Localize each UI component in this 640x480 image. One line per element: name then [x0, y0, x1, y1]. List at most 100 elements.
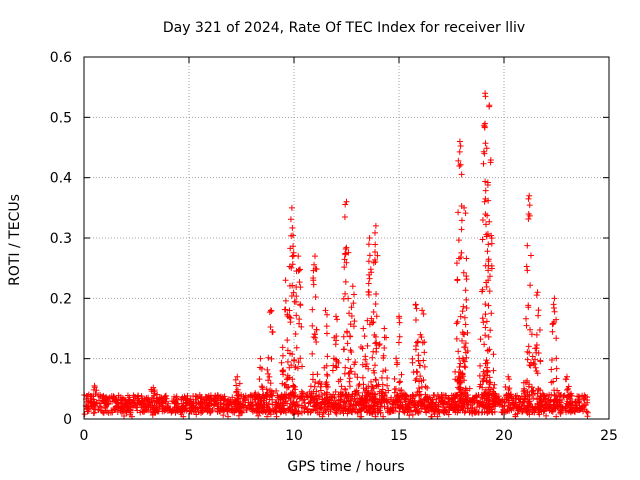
- data-point: [312, 402, 319, 409]
- data-point: [440, 400, 447, 407]
- data-point: [436, 409, 443, 416]
- data-point: [455, 369, 462, 376]
- data-point: [553, 365, 560, 372]
- data-point: [366, 404, 373, 411]
- data-point: [418, 384, 425, 391]
- data-point: [528, 331, 535, 338]
- data-point: [447, 404, 454, 411]
- data-point: [377, 409, 384, 416]
- data-point: [313, 266, 320, 273]
- data-point: [154, 391, 161, 398]
- data-point: [81, 411, 88, 418]
- data-point: [486, 374, 493, 381]
- data-point: [523, 263, 530, 270]
- data-point: [485, 256, 492, 263]
- data-point: [365, 291, 372, 298]
- data-point: [256, 376, 263, 383]
- data-point: [481, 150, 488, 157]
- data-point: [306, 399, 313, 406]
- data-point: [286, 314, 293, 321]
- data-point: [472, 393, 479, 400]
- data-point: [505, 390, 512, 397]
- peak-point: [534, 289, 541, 296]
- data-point: [445, 398, 452, 405]
- data-point: [463, 255, 470, 262]
- data-point: [531, 361, 538, 368]
- data-point: [427, 403, 434, 410]
- data-point: [372, 340, 379, 347]
- data-point: [459, 370, 466, 377]
- data-point: [222, 398, 229, 405]
- data-point: [576, 393, 583, 400]
- data-point: [147, 400, 154, 407]
- data-point: [496, 401, 503, 408]
- data-point: [362, 398, 369, 405]
- data-point: [461, 314, 468, 321]
- data-point: [323, 323, 330, 330]
- data-point: [532, 345, 539, 352]
- data-point: [312, 379, 319, 386]
- data-point: [231, 409, 238, 416]
- data-point: [431, 411, 438, 418]
- data-point: [518, 393, 525, 400]
- peak-point: [486, 102, 493, 109]
- data-point: [536, 409, 543, 416]
- data-point: [236, 380, 243, 387]
- data-point: [430, 392, 437, 399]
- data-point: [485, 197, 492, 204]
- data-point: [304, 392, 311, 399]
- data-point: [310, 281, 317, 288]
- data-point: [371, 332, 378, 339]
- data-point: [264, 404, 271, 411]
- data-point: [308, 390, 315, 397]
- data-point: [482, 140, 489, 147]
- data-point: [190, 392, 197, 399]
- data-point: [486, 218, 493, 225]
- data-point: [397, 403, 404, 410]
- data-point: [486, 273, 493, 280]
- data-point: [553, 375, 560, 382]
- data-point: [524, 348, 531, 355]
- data-point: [324, 311, 331, 318]
- data-point: [289, 224, 296, 231]
- data-point: [480, 375, 487, 382]
- data-point: [457, 161, 464, 168]
- data-point: [479, 286, 486, 293]
- data-point: [479, 217, 486, 224]
- data-point: [330, 403, 337, 410]
- data-point: [483, 233, 490, 240]
- data-point: [290, 252, 297, 259]
- data-point: [124, 400, 131, 407]
- data-point: [338, 383, 345, 390]
- data-point: [525, 304, 532, 311]
- data-point: [278, 391, 285, 398]
- data-point: [532, 356, 539, 363]
- data-point: [336, 405, 343, 412]
- data-point: [419, 339, 426, 346]
- data-point: [488, 240, 495, 247]
- data-point: [522, 406, 529, 413]
- data-point: [477, 381, 484, 388]
- data-point: [480, 160, 487, 167]
- data-point: [556, 399, 563, 406]
- data-point: [488, 232, 495, 239]
- data-point: [354, 374, 361, 381]
- data-point: [265, 354, 272, 361]
- data-point: [476, 372, 483, 379]
- data-point: [457, 378, 464, 385]
- data-point: [290, 391, 297, 398]
- data-point: [477, 336, 484, 343]
- data-point: [365, 241, 372, 248]
- data-point: [568, 390, 575, 397]
- data-point: [458, 226, 465, 233]
- data-point: [392, 404, 399, 411]
- peak-point: [282, 277, 289, 284]
- data-point: [391, 375, 398, 382]
- data-point: [557, 391, 564, 398]
- data-point: [525, 343, 532, 350]
- peak-point: [343, 198, 350, 205]
- data-point: [456, 386, 463, 393]
- data-point: [418, 334, 425, 341]
- data-point: [87, 399, 94, 406]
- data-point: [252, 391, 259, 398]
